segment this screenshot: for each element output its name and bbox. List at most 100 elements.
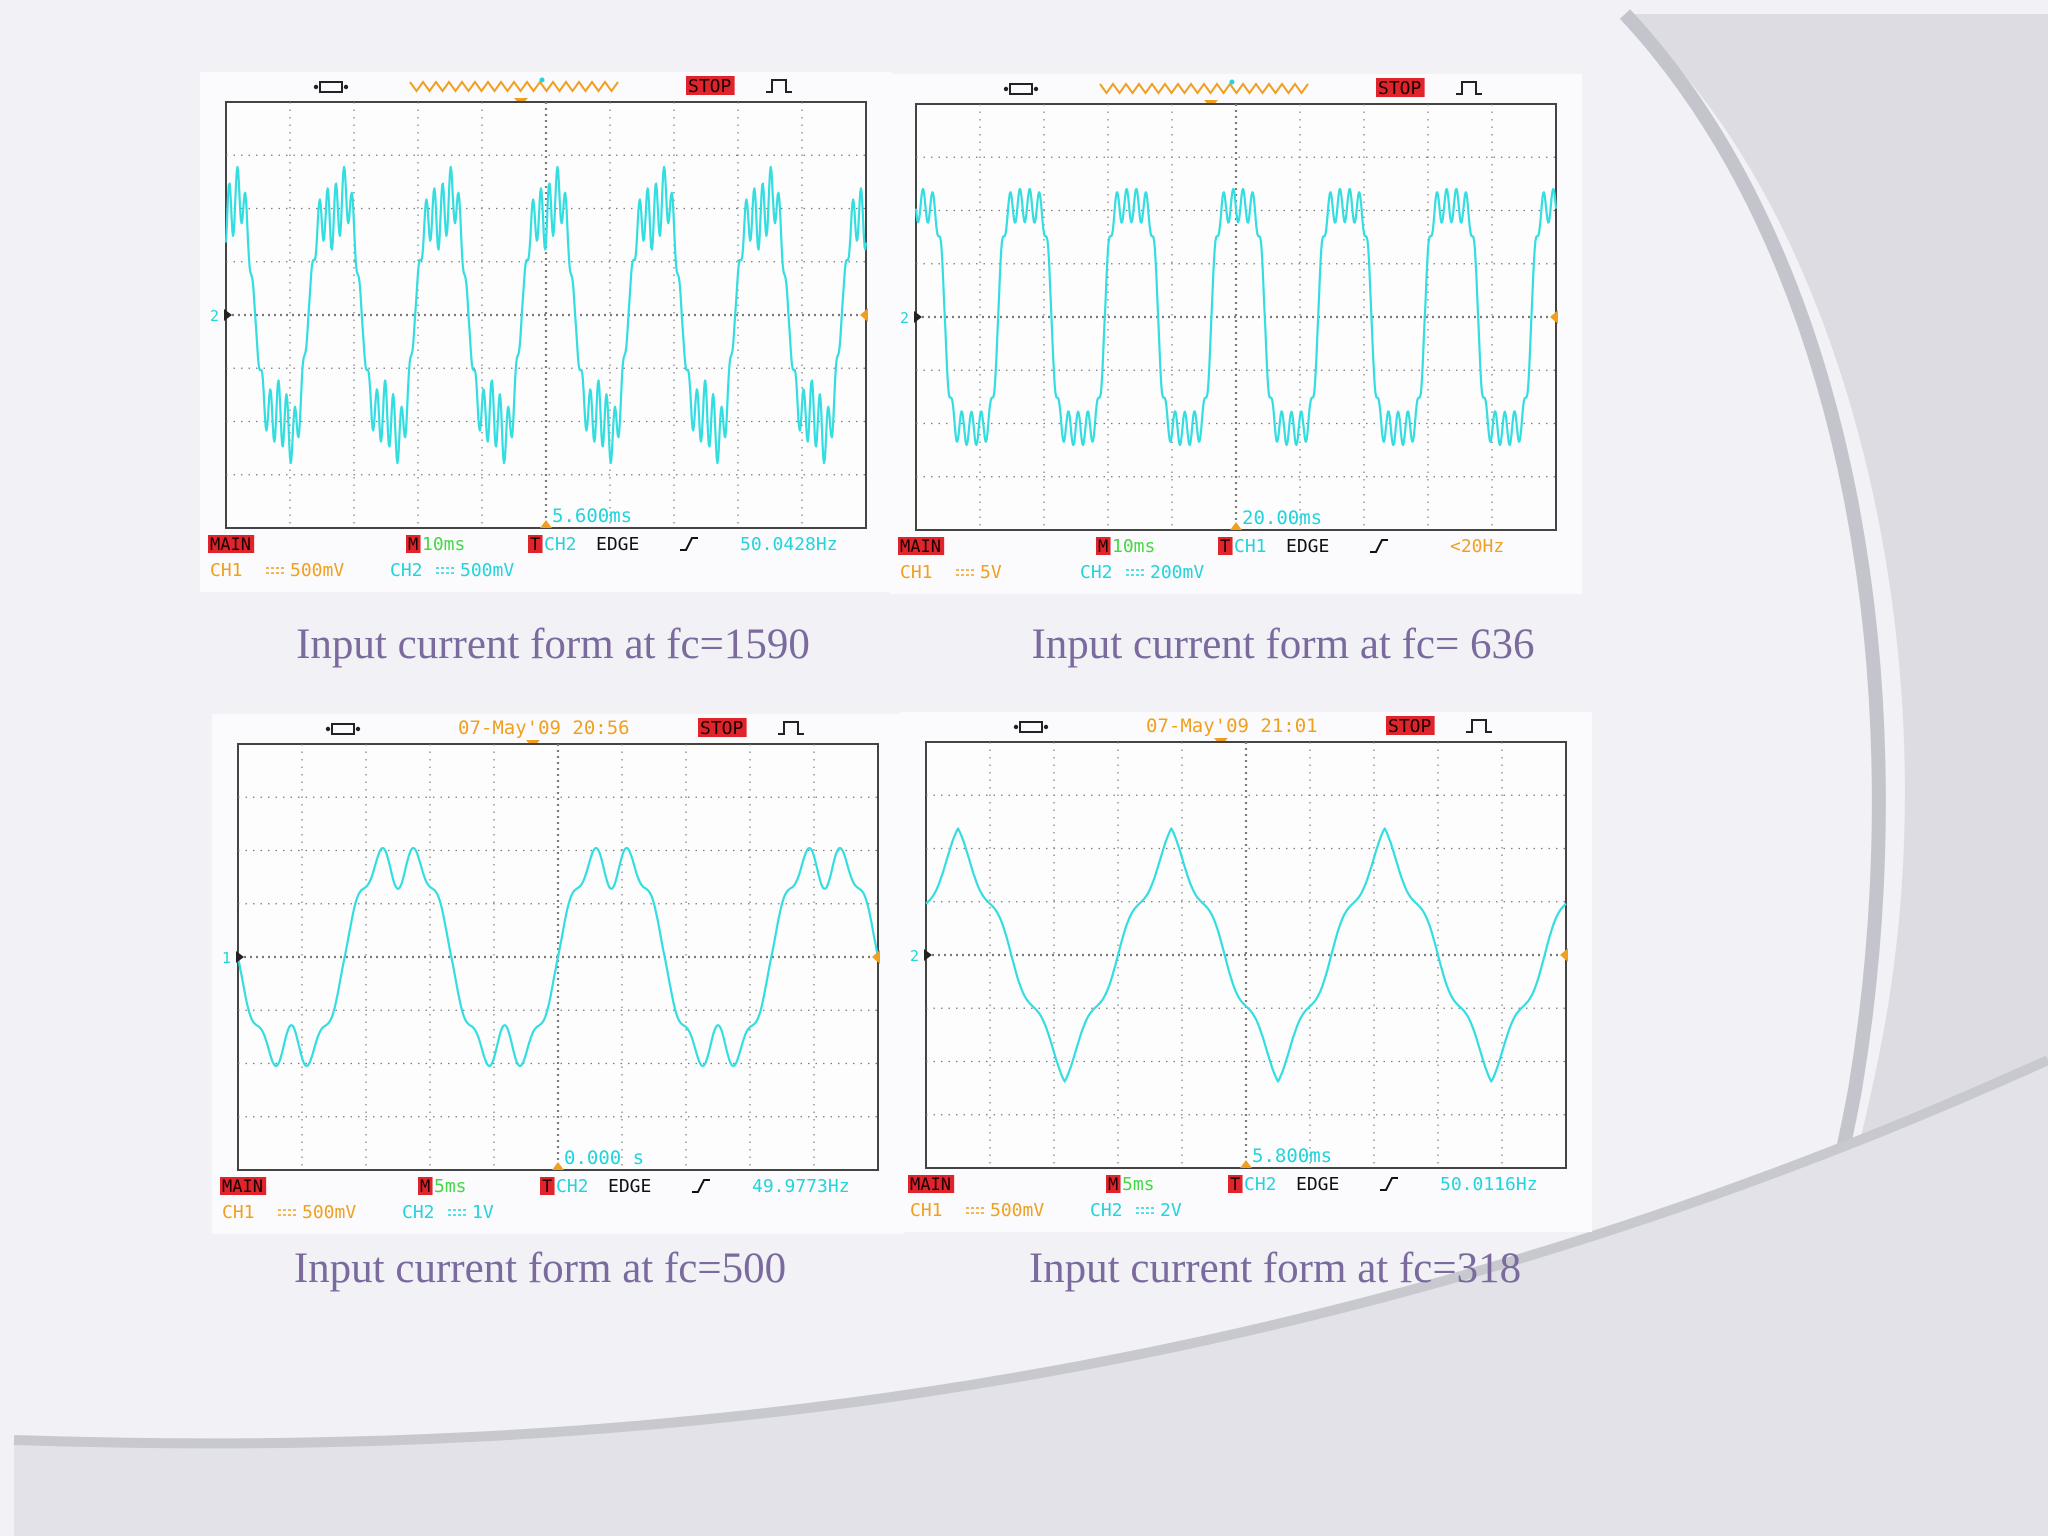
- waveform-trace: [224, 165, 868, 465]
- main-badge: MAIN: [210, 535, 251, 555]
- trigger-level-marker: [1550, 310, 1558, 324]
- stop-badge: STOP: [1388, 716, 1432, 737]
- trigger-time-label: 0.000 s: [564, 1147, 644, 1169]
- oscilloscope-graphic: 2.5KS/sSTOP25.600msMAINM10msTCH2EDGE50.0…: [208, 76, 868, 581]
- stop-badge: STOP: [688, 76, 732, 97]
- frequency-readout: <20Hz: [1450, 536, 1504, 557]
- dc-coupling-icon: [956, 569, 976, 576]
- printer-icon: [319, 81, 343, 93]
- channel-ground-marker: [924, 949, 932, 961]
- printer-icon: [1009, 83, 1033, 95]
- memory-bar-icon: [1099, 82, 1309, 95]
- timebase-value: 5ms: [434, 1176, 467, 1197]
- trigger-prefix-badge: T: [542, 1177, 552, 1197]
- ch1-label: CH1: [222, 1202, 255, 1223]
- caption-fc1590: Input current form at fc=1590: [296, 621, 810, 668]
- ch1-scale: 5V: [980, 562, 1002, 583]
- stop-badge-bg: [686, 76, 735, 95]
- dc-coupling-icon: [1126, 569, 1146, 576]
- waveform-trace: [236, 847, 880, 1067]
- channel-ground-marker: [914, 311, 922, 323]
- frequency-readout: 49.9773Hz: [752, 1176, 850, 1197]
- oscilloscope-screen-fc500: 07-May'09 20:56 STOP 1 0.000 s MAIN M 5ms T CH2 E…: [212, 714, 904, 1234]
- main-badge-bg: [208, 535, 255, 553]
- trigger-shape-icon: [1456, 81, 1482, 95]
- trigger-level-marker: [872, 950, 880, 964]
- memory-position-marker: [539, 77, 545, 83]
- memory-bar-icon: [409, 80, 619, 93]
- channel-marker-label: 1: [222, 949, 231, 967]
- trigger-time-marker: [552, 1162, 564, 1170]
- ch2-scale: 200mV: [1150, 562, 1204, 583]
- rising-edge-icon: [1380, 1177, 1398, 1191]
- rising-edge-icon: [680, 537, 698, 551]
- timebase-value: 10ms: [422, 534, 465, 555]
- rising-edge-icon: [692, 1179, 710, 1193]
- main-badge-bg: [220, 1177, 267, 1195]
- trigger-shape-icon: [766, 79, 792, 93]
- timebase-prefix-badge-bg: [406, 535, 421, 553]
- oscilloscope-screen-fc1590: 2.5KS/sSTOP25.600msMAINM10msTCH2EDGE50.0…: [200, 72, 892, 592]
- printer-icon: [331, 723, 355, 735]
- ch2-label: CH2: [1080, 562, 1113, 583]
- printer-icon-dot-left: [1013, 724, 1019, 730]
- ch1-scale: 500mV: [290, 560, 344, 581]
- printer-icon-dot-left: [325, 726, 331, 732]
- trigger-prefix-badge-bg: [540, 1177, 555, 1195]
- stop-badge-bg: [1386, 716, 1435, 735]
- trigger-type: EDGE: [1296, 1174, 1339, 1195]
- printer-icon-dot-right: [343, 84, 349, 90]
- waveform-trace: [914, 187, 1558, 447]
- ch1-scale: 500mV: [302, 1202, 356, 1223]
- main-badge: MAIN: [910, 1175, 951, 1195]
- trigger-shape-icon: [778, 721, 804, 735]
- ch1-label: CH1: [210, 560, 243, 581]
- trigger-source: CH2: [544, 534, 577, 555]
- channel-marker-label: 2: [910, 947, 919, 965]
- trigger-time-marker: [1240, 1160, 1252, 1168]
- trigger-source: CH2: [556, 1176, 589, 1197]
- trigger-prefix-badge-bg: [1218, 537, 1233, 555]
- dc-coupling-icon: [1136, 1207, 1156, 1214]
- channel-marker-label: 2: [210, 307, 219, 325]
- ch1-label: CH1: [910, 1200, 943, 1221]
- trigger-time-label: 5.800ms: [1252, 1145, 1332, 1167]
- trigger-time-marker: [1230, 522, 1242, 530]
- dc-coupling-icon: [436, 567, 456, 574]
- printer-icon-dot-right: [355, 726, 361, 732]
- waveform-trace: [925, 827, 1567, 1083]
- timebase-prefix-badge: M: [420, 1177, 430, 1197]
- background-swoosh-bottom: [14, 1060, 2048, 1536]
- main-badge-bg: [898, 537, 945, 555]
- frequency-readout: 50.0116Hz: [1440, 1174, 1538, 1195]
- date-time-label: 07-May'09 21:01: [1146, 715, 1318, 737]
- oscilloscope-graphic: 2.5KS/sSTOP220.00msMAINM10msTCH1EDGE<20H…: [898, 78, 1558, 583]
- timebase-prefix-badge: M: [1108, 1175, 1118, 1195]
- dc-coupling-icon: [266, 567, 286, 574]
- memory-position-marker: [1229, 79, 1235, 85]
- trigger-prefix-badge: T: [1230, 1175, 1240, 1195]
- ch2-label: CH2: [390, 560, 423, 581]
- frequency-readout: 50.0428Hz: [740, 534, 838, 555]
- main-badge: MAIN: [222, 1177, 263, 1197]
- oscilloscope-screen-fc318: 07-May'09 21:01 STOP 2 5.800ms MAIN M 5ms T CH2 E…: [900, 712, 1592, 1232]
- stop-badge-bg: [698, 718, 747, 737]
- ch1-scale: 500mV: [990, 1200, 1044, 1221]
- main-badge-bg: [908, 1175, 955, 1193]
- channel-ground-marker: [224, 309, 232, 321]
- trigger-prefix-badge-bg: [1228, 1175, 1243, 1193]
- trigger-type: EDGE: [596, 534, 639, 555]
- printer-icon-dot-right: [1043, 724, 1049, 730]
- dc-coupling-icon: [966, 1207, 986, 1214]
- trigger-prefix-badge-bg: [528, 535, 543, 553]
- ch2-label: CH2: [402, 1202, 435, 1223]
- printer-icon: [1019, 721, 1043, 733]
- channel-ground-marker: [236, 951, 244, 963]
- timebase-prefix-badge: M: [1098, 537, 1108, 557]
- printer-icon-dot-right: [1033, 86, 1039, 92]
- trigger-level-marker: [1560, 948, 1568, 962]
- date-time-label: 07-May'09 20:56: [458, 717, 630, 739]
